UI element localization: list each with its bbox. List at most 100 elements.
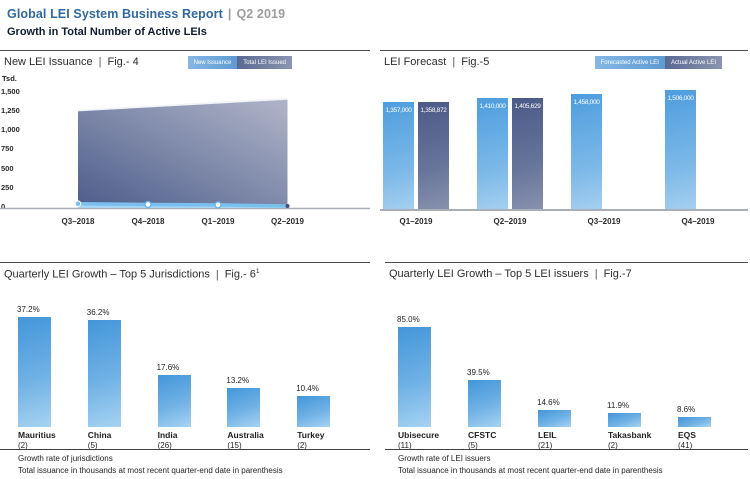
- growth-bar: [678, 417, 711, 427]
- panel-title-text: LEI Forecast: [384, 56, 447, 68]
- bar-value-label: 1,506,000: [667, 95, 694, 102]
- legend-item-forecasted-active-lei: Forecasted Active LEI: [594, 56, 665, 69]
- x-label: Q4–2018: [131, 217, 165, 226]
- forecast-bar: 1,506,000: [665, 90, 696, 209]
- footnote-growth-rate: Growth rate of jurisdictions: [18, 454, 113, 463]
- footer-divider: [0, 449, 370, 450]
- legend: Forecasted Active LEI Actual Active LEI: [594, 56, 722, 69]
- bar-percent-label: 85.0%: [397, 315, 420, 324]
- title-pipe: |: [98, 56, 102, 68]
- panel-title: LEI Forecast | Fig.-5: [384, 56, 489, 68]
- category-count: (15): [227, 441, 242, 450]
- category-count: (2): [297, 441, 307, 450]
- x-label: Q1–2019: [399, 217, 433, 226]
- category-count: (2): [18, 441, 28, 450]
- x-label: Q3–2019: [587, 217, 621, 226]
- bar-value-label: 1,458,000: [573, 99, 600, 106]
- category-count: (21): [538, 441, 553, 450]
- actual-bar: 1,358,872: [418, 102, 449, 209]
- bar-percent-label: 14.6%: [537, 398, 560, 407]
- y-tick: 750: [1, 144, 14, 154]
- panel-lei-forecast: LEI Forecast | Fig.-5 Forecasted Active LE…: [380, 50, 748, 233]
- x-label: Q1–2019: [201, 217, 235, 226]
- x-axis-line: [380, 209, 748, 211]
- bar-chart-issuers: 85.0% Ubisecure (11) 39.5% CFSTC (5) 14.6% LEIL…: [385, 263, 748, 479]
- bar-percent-label: 10.4%: [296, 384, 319, 393]
- bar-percent-label: 11.9%: [607, 401, 630, 410]
- category-label: Australia: [227, 430, 264, 440]
- bar-percent-label: 36.2%: [86, 308, 110, 317]
- figure-number: Fig.- 6: [224, 268, 256, 281]
- growth-bar: [398, 327, 431, 427]
- bar-percent-label: 37.2%: [17, 305, 40, 314]
- figure-number: Fig.- 4: [107, 56, 139, 68]
- area-plot: [0, 97, 370, 210]
- y-tick: 250: [1, 183, 14, 193]
- category-label: Turkey: [297, 430, 325, 440]
- report-period: Q2 2019: [236, 7, 286, 21]
- footnote-issuance: Total issuance in thousands at most rece…: [18, 466, 283, 475]
- bar-value-label: 1,357,000: [385, 107, 412, 114]
- report-header: Global LEI System Business Report | Q2 201…: [7, 7, 285, 38]
- report-title: Global LEI System Business Report | Q2 201…: [7, 7, 285, 21]
- panel-top5-lei-issuers: Quarterly LEI Growth – Top 5 LEI issuers…: [385, 262, 748, 479]
- panel-title: New LEI Issuance | Fig.- 4: [4, 56, 139, 68]
- growth-bar: [608, 413, 641, 427]
- category-count: (11): [398, 441, 412, 450]
- category-label: Takasbank: [608, 430, 652, 440]
- growth-bar: [227, 388, 261, 427]
- forecast-bar: 1,357,000: [383, 102, 414, 209]
- figure-footnote-marker: 1: [255, 268, 260, 275]
- footnote-issuance: Total issuance in thousands at most rece…: [398, 466, 663, 475]
- category-count: (2): [608, 441, 618, 450]
- area-chart: 1,500 1,250 1,000 750 500 250 0 Q3–2018 Q4–2018 Q…: [0, 51, 370, 233]
- category-label: CFSTC: [468, 430, 497, 440]
- category-label: EQS: [678, 430, 696, 440]
- bar-value-label: 1,410,000: [479, 103, 506, 110]
- figure-number: Fig.-5: [461, 56, 490, 68]
- bar-value-label: 1,405,629: [514, 103, 541, 110]
- y-tick: 1,000: [1, 125, 20, 135]
- legend-item-actual-active-lei: Actual Active LEI: [664, 56, 722, 69]
- panel-top5-jurisdictions: Quarterly LEI Growth – Top 5 Jurisdictio…: [0, 262, 370, 479]
- y-axis-unit: Tsd.: [2, 74, 17, 83]
- title-pipe: |: [215, 268, 219, 281]
- title-separator: |: [227, 7, 232, 21]
- x-label: Q2–2019: [493, 217, 527, 226]
- footer-divider: [385, 449, 748, 450]
- y-tick: 0: [1, 202, 6, 212]
- panel-new-lei-issuance: New LEI Issuance | Fig.- 4 New Issuance To…: [0, 50, 370, 233]
- growth-bar: [297, 396, 331, 427]
- bar-percent-label: 13.2%: [226, 376, 250, 385]
- title-pipe: |: [594, 268, 598, 280]
- bar-percent-label: 17.6%: [156, 363, 180, 372]
- panel-title: Quarterly LEI Growth – Top 5 Jurisdictio…: [4, 268, 260, 281]
- bar-percent-label: 8.6%: [677, 405, 696, 414]
- bar-chart-jurisdictions: 37.2% Mauritius (2) 36.2% China (5) 17.6% India…: [0, 263, 370, 479]
- forecast-bar: 1,458,000: [571, 94, 602, 209]
- x-label: Q2–2019: [271, 217, 304, 226]
- growth-bar: [468, 380, 501, 427]
- growth-bar: [87, 320, 121, 427]
- bar-chart-forecast: 1,357,000 1,358,872 Q1–2019 1,410,000 1,405,…: [380, 51, 748, 233]
- category-label: China: [87, 430, 112, 440]
- category-label: India: [157, 430, 178, 440]
- report-subtitle: Growth in Total Number of Active LEIs: [7, 26, 207, 38]
- category-count: (26): [157, 441, 172, 450]
- figure-number: Fig.-7: [603, 268, 632, 280]
- legend-item-new-issuance: New Issuance: [187, 56, 238, 69]
- growth-bar: [538, 410, 571, 427]
- category-label: Ubisecure: [398, 430, 440, 440]
- category-count: (5): [87, 441, 98, 450]
- category-count: (41): [678, 441, 693, 450]
- category-count: (5): [468, 441, 478, 450]
- legend: New Issuance Total LEI Issued: [187, 56, 292, 69]
- panel-title-text: Quarterly LEI Growth – Top 5 LEI issuers: [389, 268, 589, 280]
- y-tick: 1,250: [1, 105, 20, 115]
- report-title-text: Global LEI System Business Report: [7, 7, 223, 21]
- growth-bar: [157, 375, 191, 427]
- actual-bar: 1,405,629: [512, 98, 543, 209]
- panel-title-text: Quarterly LEI Growth – Top 5 Jurisdictio…: [4, 268, 210, 281]
- category-label: Mauritius: [18, 430, 56, 440]
